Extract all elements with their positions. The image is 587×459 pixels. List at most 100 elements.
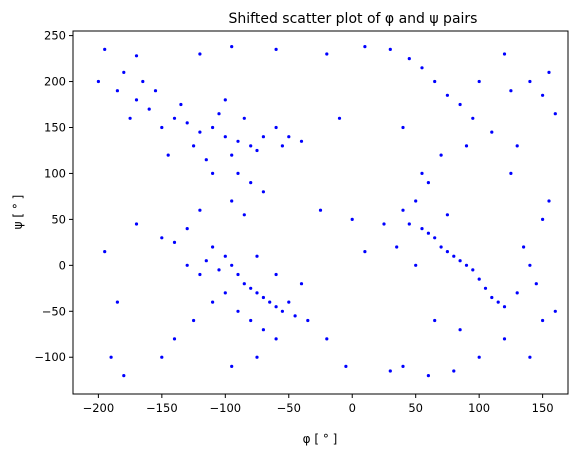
scatter-point: [198, 52, 202, 56]
scatter-point: [445, 213, 449, 217]
scatter-point: [274, 47, 278, 52]
scatter-point: [255, 254, 259, 258]
scatter-point: [407, 57, 411, 61]
scatter-point: [147, 107, 151, 111]
scatter-point: [172, 116, 177, 120]
scatter-point: [483, 286, 488, 290]
scatter-point: [217, 112, 221, 116]
scatter-point: [502, 305, 507, 309]
scatter-point: [261, 295, 265, 300]
scatter-point: [268, 300, 272, 304]
scatter-point: [255, 291, 259, 295]
scatter-point: [274, 305, 278, 309]
scatter-point: [325, 52, 329, 56]
scatter-point: [261, 135, 265, 139]
scatter-point: [255, 148, 259, 153]
y-axis-ticks: −100 −50 0 50 100 150 200 250: [34, 29, 73, 364]
scatter-point: [103, 47, 107, 52]
scatter-point: [414, 199, 418, 203]
scatter-point: [261, 328, 265, 332]
scatter-point: [299, 139, 304, 143]
scatter-point: [439, 245, 443, 249]
scatter-point: [230, 263, 234, 267]
scatter-point: [534, 282, 538, 286]
scatter-point: [350, 217, 354, 221]
scatter-point: [230, 199, 234, 203]
x-tick-label: 150: [532, 401, 554, 415]
scatter-point: [211, 245, 215, 249]
scatter-point: [477, 277, 481, 281]
scatter-points: [96, 45, 557, 378]
scatter-point: [274, 337, 278, 341]
scatter-point: [363, 45, 367, 49]
scatter-point: [160, 355, 164, 359]
scatter-point: [306, 318, 310, 323]
scatter-point: [490, 130, 494, 134]
scatter-point: [115, 300, 119, 304]
scatter-point: [223, 254, 227, 258]
scatter-point: [541, 93, 545, 97]
scatter-point: [395, 245, 399, 249]
scatter-point: [502, 337, 507, 341]
scatter-point: [179, 102, 183, 107]
scatter-point: [420, 66, 424, 70]
scatter-point: [166, 153, 170, 157]
x-tick-label: 100: [468, 401, 490, 415]
scatter-point: [96, 79, 100, 84]
x-tick-label: −150: [146, 401, 178, 415]
scatter-point: [223, 291, 227, 295]
scatter-point: [185, 263, 189, 267]
scatter-point: [236, 171, 240, 175]
scatter-point: [198, 130, 202, 134]
scatter-point: [185, 227, 189, 231]
scatter-point: [401, 364, 405, 368]
scatter-point: [280, 309, 284, 313]
scatter-point: [287, 300, 291, 304]
scatter-point: [128, 116, 132, 120]
scatter-point: [211, 171, 215, 175]
scatter-point: [509, 89, 513, 93]
scatter-point: [433, 79, 437, 84]
scatter-point: [293, 314, 297, 318]
y-axis-label: ψ [ ° ]: [11, 195, 25, 230]
scatter-point: [426, 374, 430, 378]
scatter-point: [401, 208, 405, 212]
scatter-point: [109, 355, 113, 359]
scatter-point: [249, 144, 253, 148]
scatter-point: [236, 272, 240, 277]
scatter-point: [553, 112, 557, 116]
scatter-point: [344, 364, 348, 368]
scatter-point: [553, 309, 557, 313]
scatter-point: [318, 208, 323, 212]
scatter-point: [223, 135, 227, 139]
scatter-point: [230, 364, 234, 368]
scatter-point: [458, 259, 462, 263]
scatter-point: [528, 263, 532, 267]
scatter-point: [515, 291, 519, 295]
scatter-point: [325, 337, 329, 341]
scatter-point: [274, 125, 278, 130]
scatter-point: [249, 286, 253, 290]
x-axis-label: φ [ ° ]: [303, 432, 338, 446]
x-tick-label: −200: [83, 401, 115, 415]
y-tick-label: −100: [34, 350, 66, 364]
scatter-point: [547, 199, 551, 203]
scatter-point: [414, 263, 418, 267]
scatter-point: [230, 153, 234, 157]
scatter-point: [115, 89, 119, 93]
y-tick-label: 0: [59, 258, 66, 272]
scatter-point: [401, 125, 405, 130]
scatter-point: [172, 240, 177, 244]
scatter-point: [211, 300, 215, 304]
scatter-point: [541, 318, 545, 323]
scatter-point: [261, 190, 265, 194]
scatter-point: [426, 181, 430, 185]
plot-frame: [72, 30, 569, 395]
scatter-point: [236, 139, 240, 143]
scatter-point: [299, 282, 304, 286]
y-tick-label: 100: [44, 166, 66, 180]
scatter-point: [433, 318, 437, 323]
scatter-point: [236, 309, 240, 313]
scatter-point: [426, 231, 430, 235]
